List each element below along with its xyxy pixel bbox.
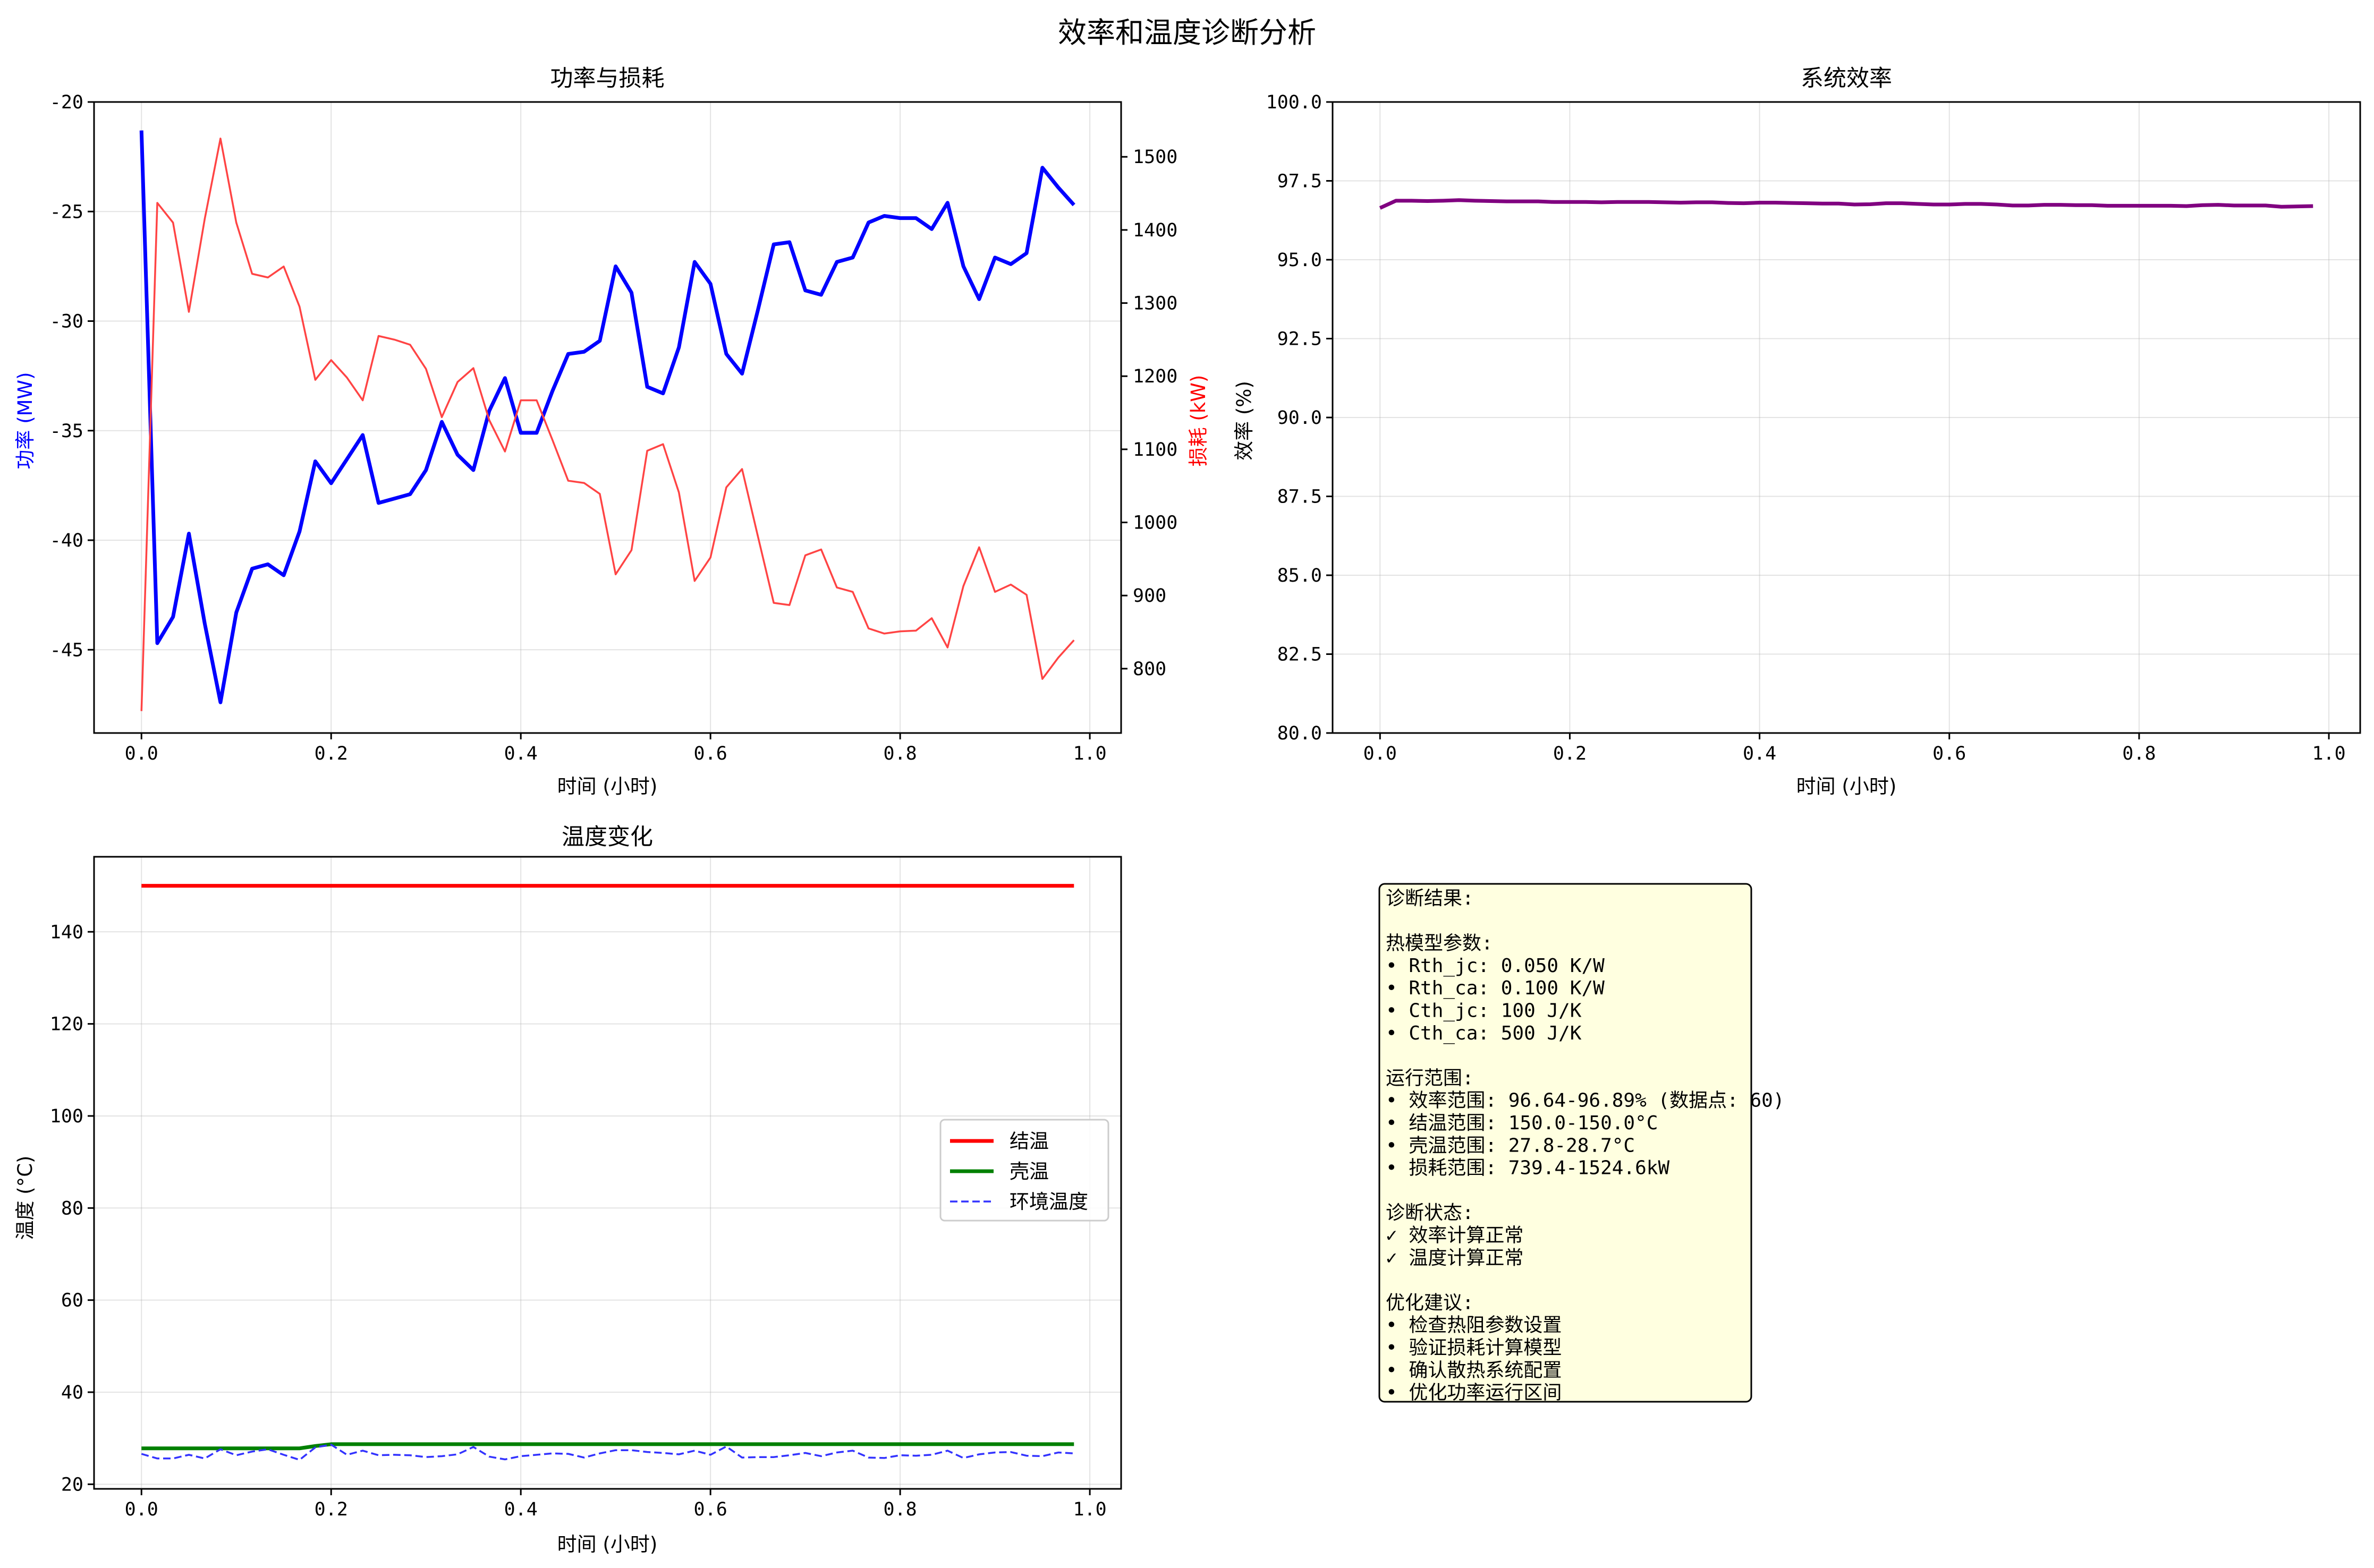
x-tick-label: 0.4 <box>504 743 538 764</box>
legend-label: 结温 <box>1010 1130 1049 1153</box>
x-tick-label: 0.2 <box>315 1499 348 1520</box>
info-line: • 确认散热系统配置 <box>1386 1359 1562 1381</box>
x-tick-label: 0.6 <box>694 1499 727 1520</box>
x-tick-label: 0.8 <box>884 743 917 764</box>
y-tick-label: 60 <box>61 1290 83 1311</box>
y-tick-label: -30 <box>50 311 83 333</box>
right-y-tick-label: 1000 <box>1133 513 1177 534</box>
series-line-环境温度 <box>141 1444 1074 1461</box>
info-line: • 优化功率运行区间 <box>1386 1382 1562 1404</box>
info-box-background <box>1378 883 1752 1403</box>
x-tick-label: 0.8 <box>884 1499 917 1520</box>
info-line: 运行范围: <box>1386 1067 1474 1089</box>
x-tick-label: 1.0 <box>1073 743 1106 764</box>
efficiency-panel: 系统效率 时间 (小时) 效率 (%) 0.0 0.2 0.4 0.6 0.8 1.0 80… <box>1233 65 2361 798</box>
legend-label: 环境温度 <box>1010 1190 1088 1213</box>
info-line: 优化建议: <box>1386 1292 1474 1314</box>
temperature-legend <box>939 1119 1109 1222</box>
y-tick-label: -25 <box>50 201 83 223</box>
x-tick-label: 0.4 <box>1743 743 1776 764</box>
legend-label: 壳温 <box>1010 1160 1049 1183</box>
x-tick-label: 0.0 <box>1363 743 1397 764</box>
temperature-plot-frame <box>93 856 1122 1490</box>
info-line: • 效率范围: 96.64-96.89% (数据点: 60) <box>1386 1090 1785 1112</box>
efficiency-y-axis-label: 效率 (%) <box>1233 381 1256 461</box>
power-y-axis-label: 功率 (MW) <box>14 372 37 469</box>
figure-title: 效率和温度诊断分析 <box>1058 16 1316 49</box>
x-tick-label: 0.8 <box>2122 743 2156 764</box>
info-line: • 损耗范围: 739.4-1524.6kW <box>1386 1157 1669 1179</box>
y-tick-label: 120 <box>50 1014 83 1035</box>
y-tick-label: 140 <box>50 922 83 943</box>
x-tick-label: 0.0 <box>125 743 158 764</box>
y-tick-label: -45 <box>50 640 83 661</box>
info-line: • 检查热阻参数设置 <box>1386 1315 1562 1336</box>
x-tick-label: 1.0 <box>2312 743 2345 764</box>
x-tick-label: 1.0 <box>1073 1499 1106 1520</box>
right-y-tick-label: 1200 <box>1133 366 1177 387</box>
y-tick-label: 100.0 <box>1266 92 1322 113</box>
info-line: • Cth_jc: 100 J/K <box>1386 1000 1582 1022</box>
y-tick-label: 40 <box>61 1382 83 1403</box>
y-tick-label: -35 <box>50 421 83 442</box>
right-y-tick-label: 1100 <box>1133 439 1177 461</box>
info-line: • 验证损耗计算模型 <box>1386 1337 1562 1359</box>
y-tick-label: 80.0 <box>1277 723 1322 744</box>
series-line-壳温 <box>141 1442 1074 1451</box>
power-loss-panel: 功率与损耗 时间 (小时) 功率 (MW) 损耗 (kW) 0.0 0.2 0.4 0… <box>14 65 1210 798</box>
info-line: 诊断状态: <box>1386 1202 1474 1224</box>
y-tick-label: 97.5 <box>1277 171 1322 192</box>
info-line: ✓ 效率计算正常 <box>1386 1225 1523 1247</box>
info-line: 热模型参数: <box>1386 933 1493 955</box>
diagnosis-info-box: 诊断结果: 热模型参数:• Rth_jc: 0.050 K/W• Rth_ca: … <box>1378 883 1785 1404</box>
info-line: 诊断结果: <box>1386 888 1474 909</box>
info-line: • 结温范围: 150.0-150.0°C <box>1386 1112 1658 1134</box>
y-tick-label: 82.5 <box>1277 644 1322 666</box>
power-panel-title: 功率与损耗 <box>550 65 665 92</box>
y-tick-label: 100 <box>50 1106 83 1127</box>
info-line: • 壳温范围: 27.8-28.7°C <box>1386 1135 1635 1156</box>
temperature-x-axis-label: 时间 (小时) <box>557 1533 658 1556</box>
temperature-y-axis-label: 温度 (°C) <box>14 1156 37 1240</box>
y-tick-label: -20 <box>50 92 83 113</box>
info-line: • Rth_ca: 0.100 K/W <box>1386 977 1605 999</box>
y-tick-label: 80 <box>61 1198 83 1219</box>
x-tick-label: 0.6 <box>1932 743 1966 764</box>
info-line: • Cth_ca: 500 J/K <box>1386 1022 1582 1044</box>
right-y-tick-label: 1300 <box>1133 293 1177 314</box>
y-tick-label: 87.5 <box>1277 487 1322 508</box>
efficiency-x-axis-label: 时间 (小时) <box>1796 775 1897 798</box>
right-y-tick-label: 1500 <box>1133 147 1177 168</box>
x-tick-label: 0.4 <box>504 1499 538 1520</box>
efficiency-panel-title: 系统效率 <box>1801 65 1892 92</box>
y-tick-label: 85.0 <box>1277 565 1322 586</box>
power-plot-frame <box>93 101 1122 734</box>
y-tick-label: -40 <box>50 530 83 551</box>
x-tick-label: 0.2 <box>315 743 348 764</box>
y-tick-label: 90.0 <box>1277 407 1322 429</box>
y-tick-label: 95.0 <box>1277 250 1322 271</box>
power-x-axis-label: 时间 (小时) <box>557 775 658 798</box>
right-y-tick-label: 800 <box>1133 659 1166 680</box>
efficiency-series-line-0 <box>1379 198 2313 210</box>
x-tick-label: 0.0 <box>125 1499 158 1520</box>
y-tick-label: 20 <box>61 1474 83 1495</box>
x-tick-label: 0.6 <box>694 743 727 764</box>
power-series-line-1 <box>140 138 1075 711</box>
loss-y-axis-label: 损耗 (kW) <box>1187 375 1210 467</box>
temperature-panel: 温度变化 时间 (小时) 温度 (°C) 0.0 0.2 0.4 0.6 0.8 1.0 2… <box>14 824 1122 1556</box>
right-y-tick-label: 1400 <box>1133 220 1177 241</box>
right-y-tick-label: 900 <box>1133 585 1166 607</box>
info-line: ✓ 温度计算正常 <box>1386 1247 1523 1269</box>
info-line: • Rth_jc: 0.050 K/W <box>1386 955 1605 977</box>
y-tick-label: 92.5 <box>1277 329 1322 350</box>
x-tick-label: 0.2 <box>1553 743 1587 764</box>
power-series-line-0 <box>139 130 1075 704</box>
temperature-panel-title: 温度变化 <box>562 824 653 850</box>
